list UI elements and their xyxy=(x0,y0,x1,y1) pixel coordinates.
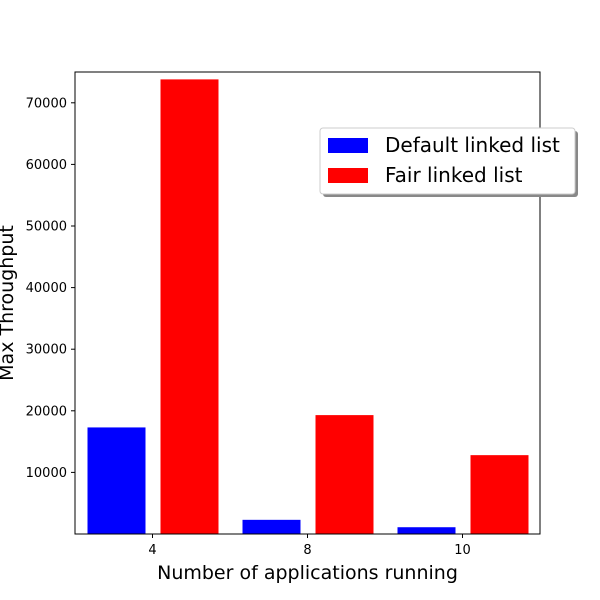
y-tick-label: 40000 xyxy=(26,281,67,296)
y-tick-label: 70000 xyxy=(26,96,67,111)
legend-box xyxy=(319,127,576,195)
y-tick-label: 10000 xyxy=(26,466,67,481)
x-tick-label: 4 xyxy=(148,543,156,558)
y-tick-label: 50000 xyxy=(26,220,67,235)
x-axis-title: Number of applications running xyxy=(157,562,458,584)
y-axis: 10000 20000 30000 40000 50000 60000 70000 xyxy=(26,96,75,481)
legend-swatch xyxy=(328,168,368,183)
x-axis: 4 8 10 xyxy=(148,534,471,558)
x-tick-label: 8 xyxy=(303,543,311,558)
bar-fair-8 xyxy=(315,415,374,534)
y-tick-label: 60000 xyxy=(26,158,67,173)
bar-default-8 xyxy=(242,519,301,534)
y-tick-label: 20000 xyxy=(26,404,67,419)
x-tick-label: 10 xyxy=(454,543,471,558)
legend-label: Default linked list xyxy=(385,133,560,157)
bars-group xyxy=(87,79,529,534)
legend-swatch xyxy=(328,138,368,153)
legend: Default linked list Fair linked list xyxy=(319,127,578,197)
bar-default-10 xyxy=(397,527,456,534)
legend-label: Fair linked list xyxy=(385,163,523,187)
y-axis-title: Max Throughput xyxy=(0,225,18,381)
bar-default-4 xyxy=(87,427,146,534)
bar-fair-10 xyxy=(470,455,529,534)
y-tick-label: 30000 xyxy=(26,343,67,358)
bar-fair-4 xyxy=(160,79,219,534)
